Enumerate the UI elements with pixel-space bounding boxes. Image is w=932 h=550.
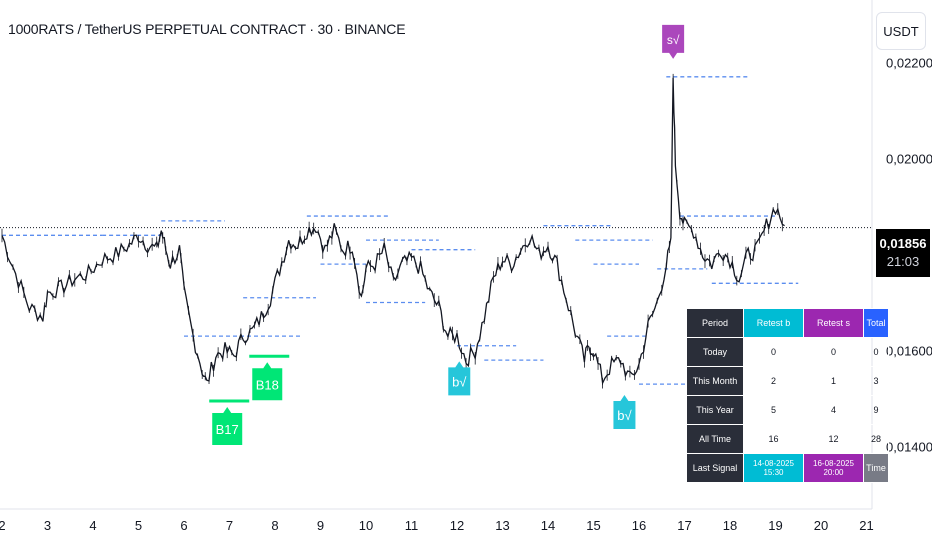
- signal-label: B18: [256, 377, 279, 392]
- x-tick-label: 20: [814, 518, 828, 533]
- price-line: [1, 77, 785, 386]
- signal-flag: [448, 361, 471, 396]
- y-tick-label: 0,02000: [886, 151, 932, 166]
- last-retest-s-time: 16-08-2025 20:00: [803, 453, 864, 483]
- chart-title: 1000RATS / TetherUS PERPETUAL CONTRACT ·…: [8, 21, 406, 37]
- last-price: 0,01856: [879, 236, 927, 251]
- stats-row-last-signal: Last Signal 14-08-2025 15:30 16-08-2025 …: [686, 453, 889, 483]
- x-tick-label: 4: [89, 518, 96, 533]
- cell-retest-s: 1: [803, 366, 864, 396]
- cell-retest-s: 4: [803, 395, 864, 425]
- row-label: This Month: [686, 366, 744, 396]
- x-tick-label: 9: [317, 518, 324, 533]
- cell-retest-b: 5: [743, 395, 804, 425]
- x-tick-label: 18: [723, 518, 737, 533]
- x-tick-label: 14: [541, 518, 555, 533]
- stats-header-row: Period Retest b Retest s Total: [686, 308, 889, 338]
- y-tick-label: 0,01600: [886, 344, 932, 359]
- cell-total: 9: [863, 395, 889, 425]
- signal-b√: b√: [448, 361, 471, 396]
- cell-total: 0: [863, 337, 889, 367]
- signal-s√: s√: [662, 24, 685, 59]
- x-tick-label: 11: [405, 518, 419, 533]
- row-label: Last Signal: [686, 453, 744, 483]
- x-tick-label: 13: [495, 518, 509, 533]
- x-tick-label: 15: [586, 518, 600, 533]
- signal-B17: B17: [209, 399, 250, 445]
- header-period: Period: [686, 308, 744, 338]
- header-total: Total: [863, 308, 889, 338]
- cell-retest-b: 0: [743, 337, 804, 367]
- stats-row-this-month: This Month 2 1 3: [686, 366, 889, 396]
- row-label: Today: [686, 337, 744, 367]
- signal-flag: [613, 394, 636, 429]
- currency-button[interactable]: USDT: [876, 12, 926, 50]
- x-tick-label: 19: [768, 518, 782, 533]
- stats-row-all-time: All Time 16 12 28: [686, 424, 889, 454]
- cell-total: 3: [863, 366, 889, 396]
- signal-b√: b√: [613, 394, 636, 429]
- signal-label: b√: [617, 408, 632, 423]
- y-axis-labels: 0,02200 0,02000 0,01600 0,01400: [886, 55, 932, 454]
- stats-row-today: Today 0 0 0: [686, 337, 889, 367]
- signal-label: b√: [452, 374, 467, 389]
- signal-flag: [212, 406, 243, 445]
- retest-levels: [2, 76, 799, 385]
- row-label: This Year: [686, 395, 744, 425]
- last-price-badge: 0,01856 21:03: [876, 229, 930, 277]
- x-tick-label: 8: [271, 518, 278, 533]
- signal-flag: [252, 362, 283, 401]
- cell-retest-b: 16: [743, 424, 804, 454]
- signal-flag: [662, 24, 685, 59]
- row-label: All Time: [686, 424, 744, 454]
- x-tick-label: 12: [450, 518, 464, 533]
- header-retest-b: Retest b: [743, 308, 804, 338]
- signal-B18: B18: [249, 354, 290, 401]
- signal-label: s√: [667, 33, 680, 47]
- y-tick-label: 0,01400: [886, 440, 932, 455]
- x-tick-label: 3: [44, 518, 51, 533]
- cell-retest-b: 2: [743, 366, 804, 396]
- x-tick-label: 17: [677, 518, 691, 533]
- signal-markers: B17 B18 b√ b√ s√: [209, 24, 685, 445]
- signal-label: B17: [216, 422, 239, 437]
- retest-stats-table: Period Retest b Retest s Total Today 0 0…: [686, 308, 889, 483]
- x-axis-labels: 2 3 4 5 6 7 8 9 10 11 12 13 14 15 16 17 18 19 20 21: [0, 518, 874, 533]
- bar-countdown: 21:03: [886, 254, 920, 269]
- cell-time: Time: [863, 453, 889, 483]
- x-tick-label: 5: [135, 518, 142, 533]
- x-tick-label: 7: [226, 518, 233, 533]
- x-tick-label: 21: [859, 518, 873, 533]
- x-tick-label: 6: [180, 518, 187, 533]
- cell-total: 28: [863, 424, 889, 454]
- stats-row-this-year: This Year 5 4 9: [686, 395, 889, 425]
- x-tick-label: 16: [632, 518, 646, 533]
- x-tick-label: 10: [359, 518, 373, 533]
- x-tick-label: 2: [0, 518, 6, 533]
- y-tick-label: 0,02200: [886, 55, 932, 70]
- cell-retest-s: 0: [803, 337, 864, 367]
- last-retest-b-time: 14-08-2025 15:30: [743, 453, 804, 483]
- header-retest-s: Retest s: [803, 308, 864, 338]
- cell-retest-s: 12: [803, 424, 864, 454]
- price-series: [0, 73, 872, 389]
